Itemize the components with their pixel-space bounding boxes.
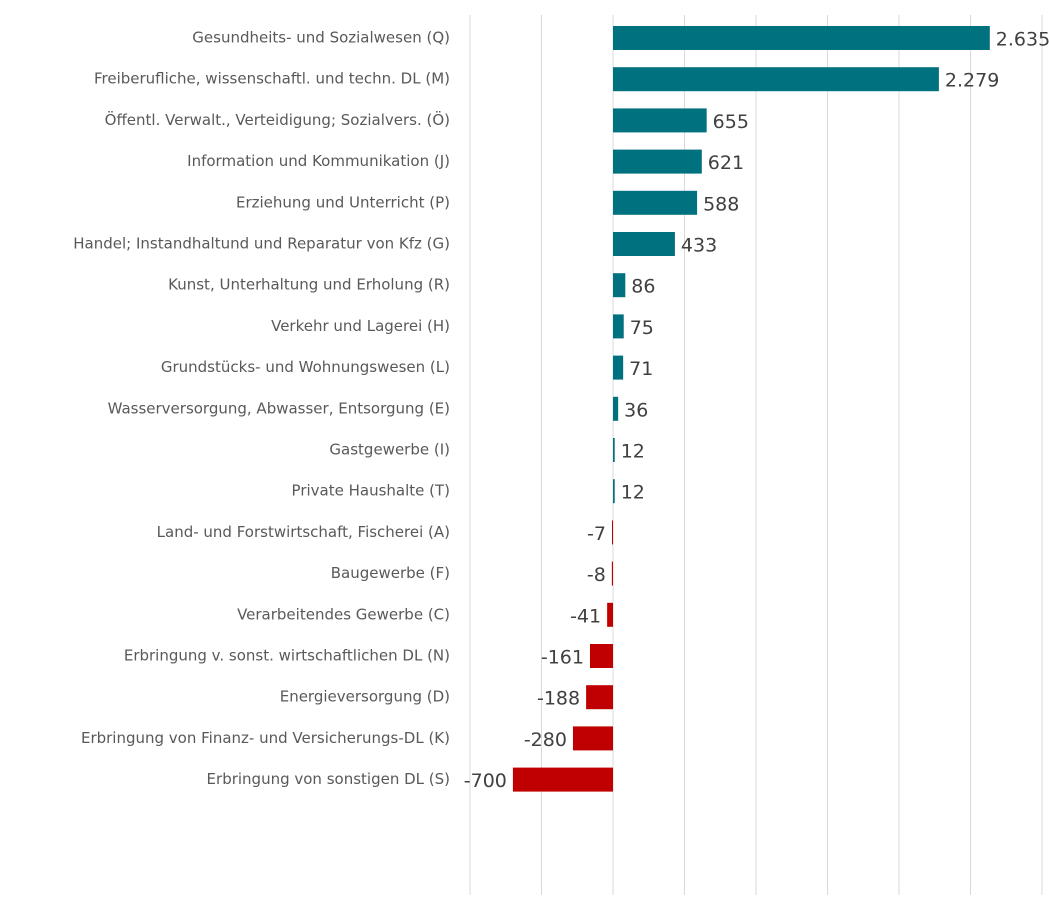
category-label: Verarbeitendes Gewerbe (C) [237,605,450,623]
bar [613,232,675,256]
data-label: 2.279 [945,70,999,92]
data-label: -7 [587,523,606,545]
data-label: 433 [681,235,717,257]
bar [607,602,613,627]
category-label: Energieversorgung (D) [280,688,450,706]
category-label: Erbringung von sonstigen DL (S) [207,770,450,788]
data-label: -161 [541,647,584,669]
data-label: 75 [630,317,654,339]
category-label: Land- und Forstwirtschaft, Fischerei (A) [157,523,450,541]
bar [572,726,613,751]
bar [613,355,624,380]
data-label: -280 [524,729,567,751]
bar [613,314,624,339]
category-label: Verkehr und Lagerei (H) [271,317,450,335]
category-label: Kunst, Unterhaltung und Erholung (R) [168,276,450,294]
data-label: 12 [621,441,645,463]
bar [613,26,990,50]
data-label: 12 [621,482,645,504]
category-label: Freiberufliche, wissenschaftl. und techn… [94,70,450,88]
bar [611,561,613,586]
category-label: Erbringung v. sonst. wirtschaftlichen DL… [124,647,450,665]
bar [613,149,702,174]
data-label: 86 [631,276,655,298]
category-label: Grundstücks- und Wohnungswesen (L) [161,358,450,376]
data-label: 621 [708,152,744,174]
data-label: -188 [537,688,580,710]
category-label: Gesundheits- und Sozialwesen (Q) [192,29,450,47]
bar [589,644,613,668]
category-label: Gastgewerbe (I) [329,441,450,459]
category-label: Baugewerbe (F) [331,564,450,582]
data-label: -8 [587,564,606,586]
bar [611,520,613,545]
data-label: 2.635 [996,29,1049,51]
bar [613,67,939,92]
data-label: 36 [624,399,648,421]
bar [613,273,626,298]
bar [512,767,613,792]
data-label: -41 [570,605,601,627]
bar [613,396,619,421]
category-label: Information und Kommunikation (J) [187,152,450,170]
category-label: Erziehung und Unterricht (P) [236,193,450,211]
bar [613,190,698,215]
category-label: Erbringung von Finanz- und Versicherungs… [81,729,450,747]
data-label: 588 [703,193,739,215]
category-label: Handel; Instandhaltund und Reparatur von… [73,235,450,253]
data-label: 71 [629,358,653,380]
bar [613,479,615,504]
category-label: Private Haushalte (T) [292,482,450,500]
data-label: -700 [464,770,507,792]
bar [613,438,615,462]
category-label: Öffentl. Verwalt., Verteidigung; Sozialv… [105,110,450,129]
bar [586,685,613,710]
data-label: 655 [713,111,749,133]
category-label: Wasserversorgung, Abwasser, Entsorgung (… [108,399,450,417]
bar [613,108,707,133]
